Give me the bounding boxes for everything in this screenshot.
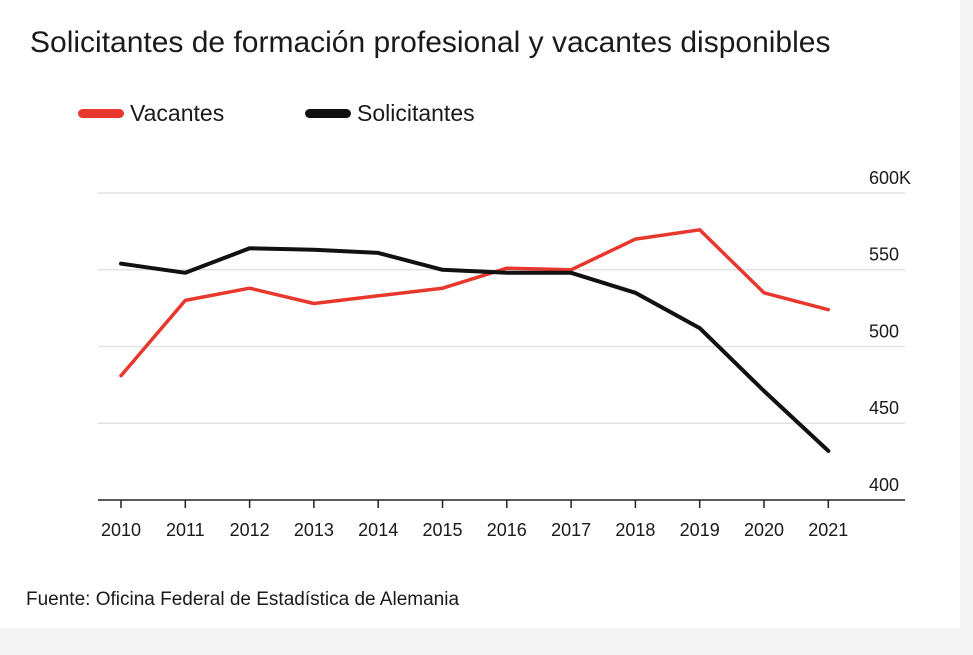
legend-item-vacantes: Vacantes (78, 100, 224, 127)
series-line-solicitantes (119, 246, 831, 453)
x-tick-label-2016: 2016 (487, 520, 527, 540)
line-chart: 600K 550 500 450 400 2010 2011 2012 2013 2014 2015… (98, 168, 911, 540)
y-tick-label-450: 450 (869, 398, 899, 418)
x-tick-label-2020: 2020 (744, 520, 784, 540)
x-tick-label-2021: 2021 (808, 520, 848, 540)
series-line-vacantes (119, 228, 831, 378)
legend-swatch-solicitantes (305, 109, 351, 118)
legend-item-solicitantes: Solicitantes (305, 100, 475, 127)
y-tick-label-400: 400 (869, 475, 899, 495)
y-tick-label-550: 550 (869, 245, 899, 265)
x-tick-label-2012: 2012 (230, 520, 270, 540)
source-note: Fuente: Oficina Federal de Estadística d… (26, 589, 460, 610)
x-tick-label-2013: 2013 (294, 520, 334, 540)
x-tick-label-2015: 2015 (422, 520, 462, 540)
legend-swatch-vacantes (78, 109, 124, 118)
y-tick-label-600: 600K (869, 168, 911, 188)
x-tick-label-2011: 2011 (166, 520, 205, 540)
y-tick-label-500: 500 (869, 321, 899, 341)
legend-label-vacantes: Vacantes (130, 100, 225, 126)
x-tick-label-2019: 2019 (680, 520, 720, 540)
x-tick-label-2010: 2010 (101, 520, 141, 540)
x-tick-label-2018: 2018 (615, 520, 655, 540)
chart-title: Solicitantes de formación profesional y … (30, 26, 831, 59)
legend-label-solicitantes: Solicitantes (357, 100, 475, 126)
chart-card: Solicitantes de formación profesional y … (0, 0, 960, 628)
x-tick-label-2014: 2014 (358, 520, 398, 540)
x-tick-label-2017: 2017 (551, 520, 591, 540)
